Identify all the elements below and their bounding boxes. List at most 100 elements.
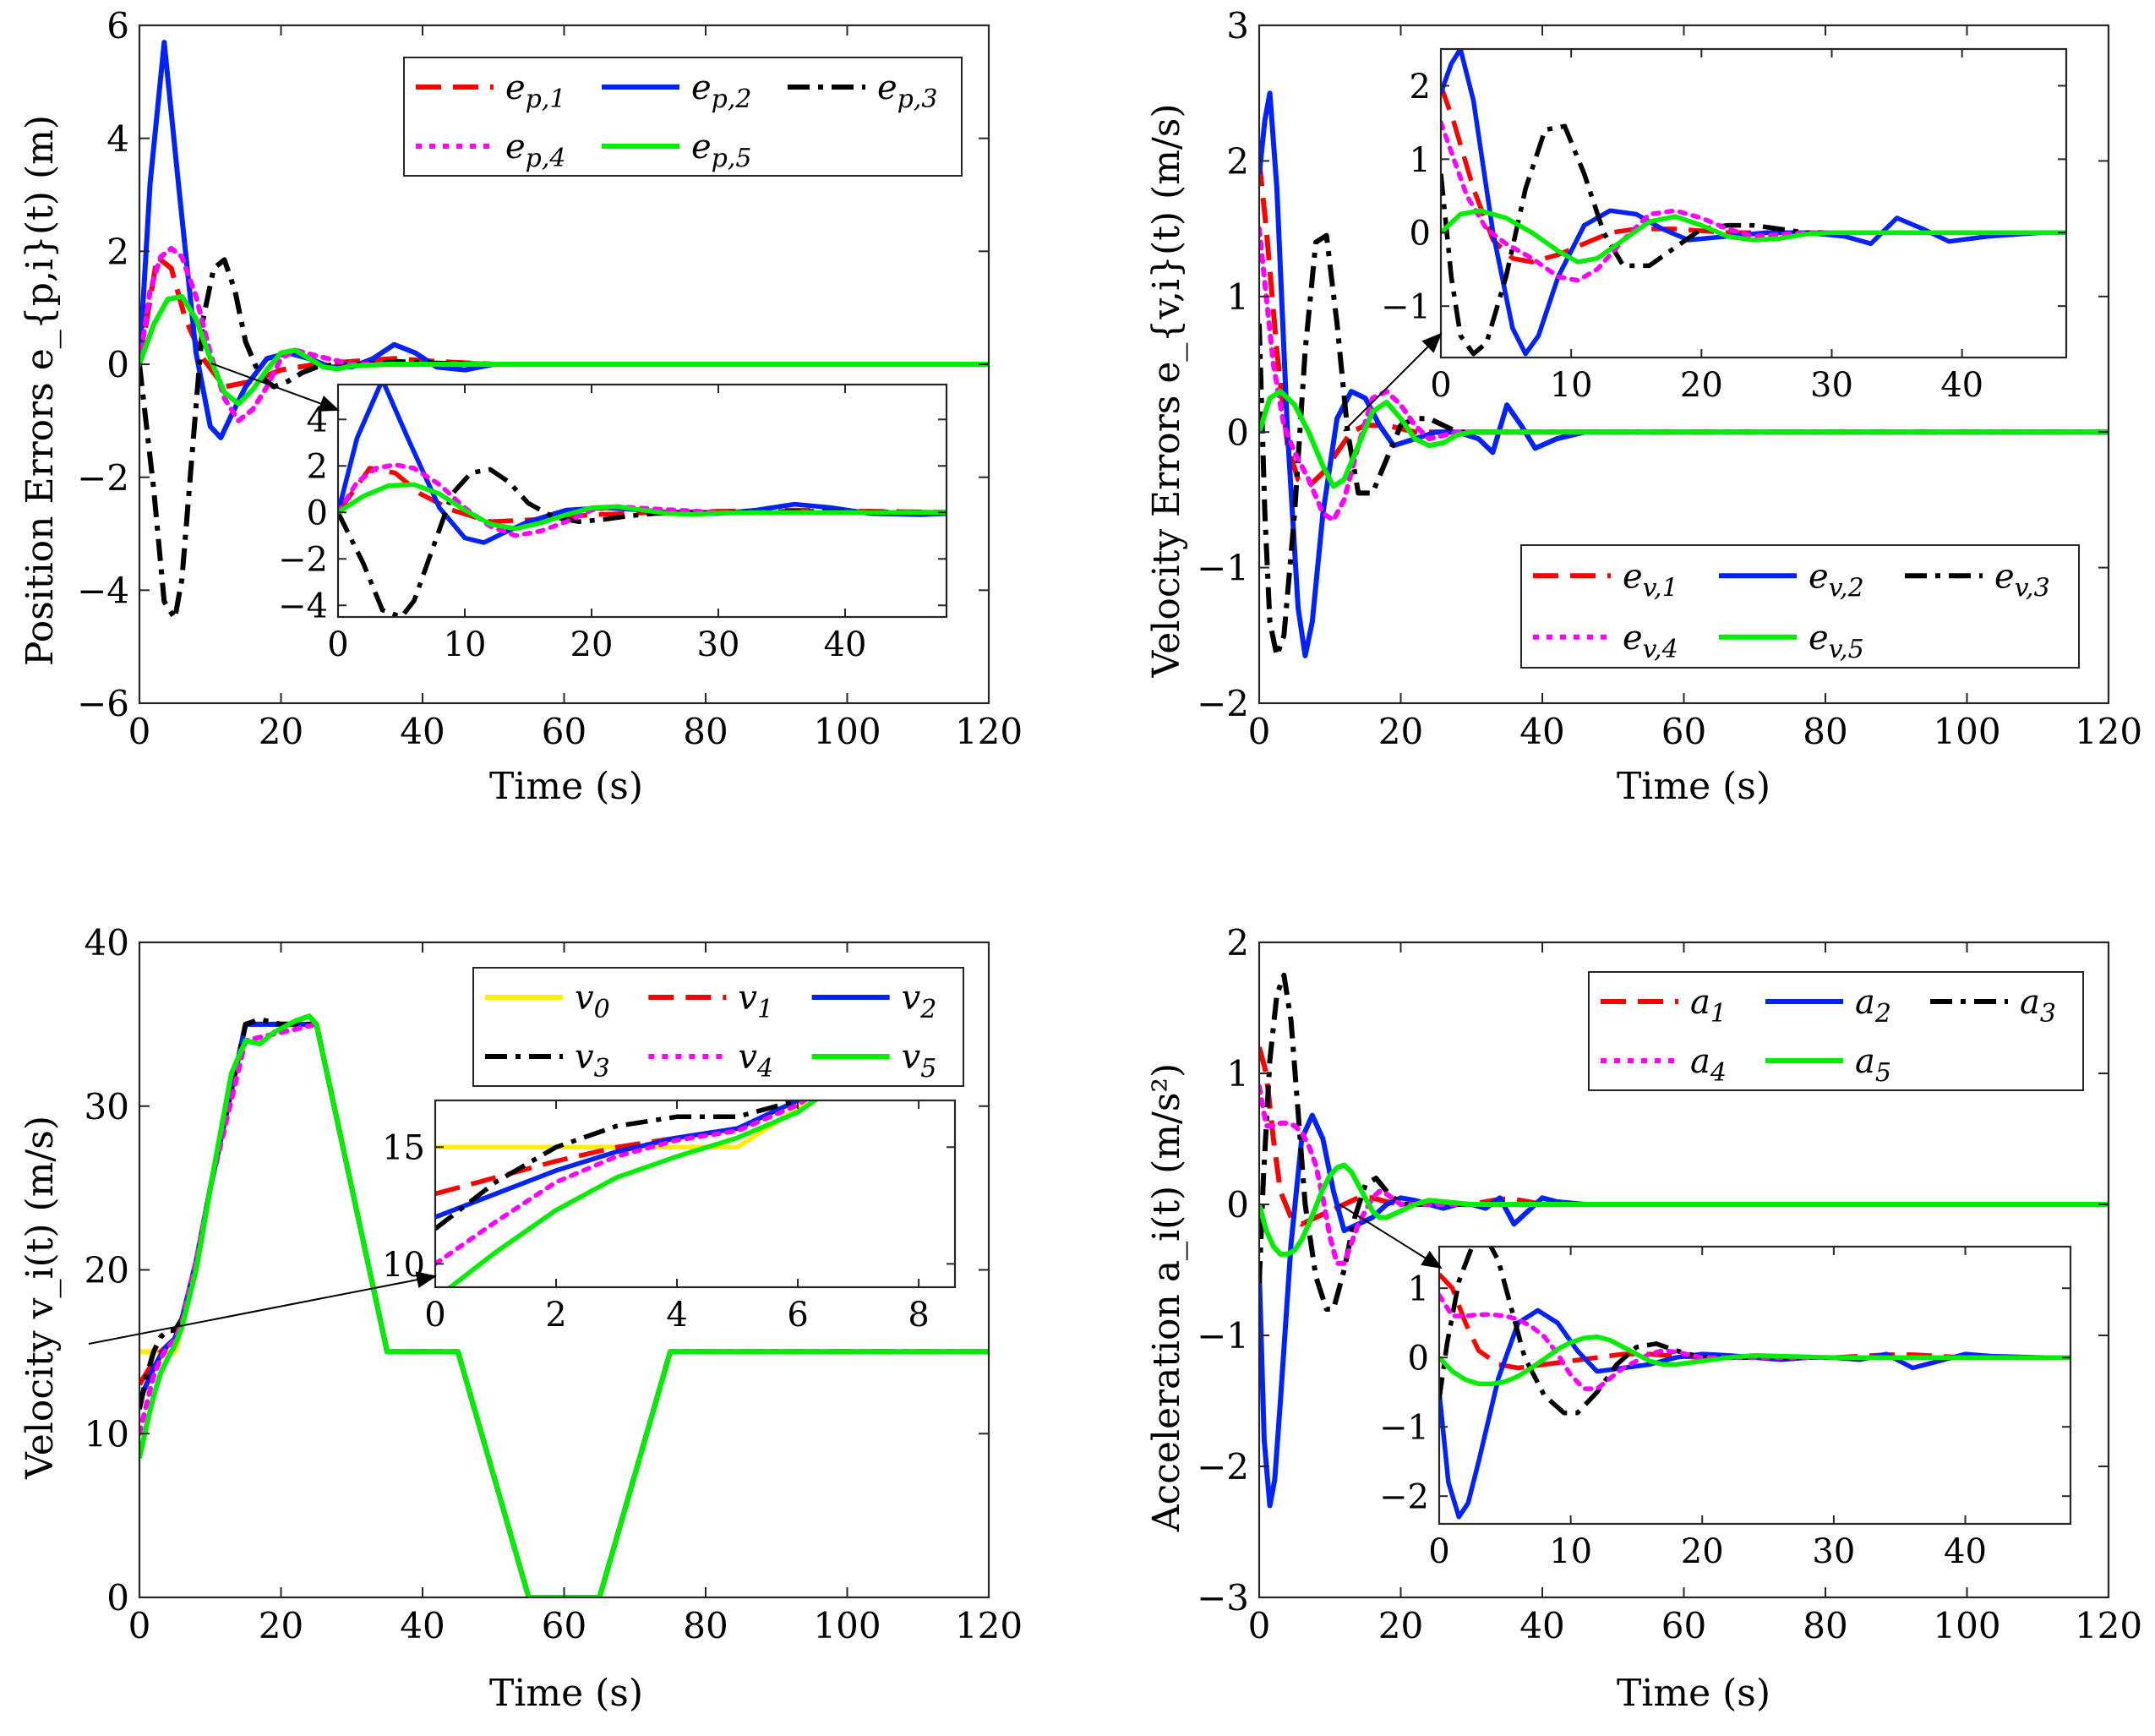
panel1-inset-series-5 bbox=[338, 482, 947, 532]
panel2-xtick-label: 0 bbox=[1248, 711, 1271, 752]
panel1-legend-label-3: ep,3 bbox=[877, 68, 938, 114]
panel3-xtick-label: 100 bbox=[813, 1605, 881, 1646]
panel2-xtick-label: 100 bbox=[1933, 711, 2000, 752]
panel3-series-4 bbox=[139, 1017, 989, 1597]
panel4-xtick-label: 120 bbox=[2075, 1605, 2142, 1646]
panel3-ytick-label: 0 bbox=[106, 1577, 129, 1619]
panel2-inset-xtick-label: 10 bbox=[1550, 366, 1593, 405]
panel1-ytick-label: −6 bbox=[77, 683, 129, 724]
panel4-inset-ytick-label: −1 bbox=[1379, 1409, 1429, 1448]
panel2-inset-xtick-label: 40 bbox=[1940, 366, 1983, 405]
panel3-legend: v0 v1 v2 v3 v4 v5 bbox=[472, 967, 964, 1087]
panel4-xtick-label: 40 bbox=[1519, 1605, 1564, 1646]
panel1-legend-label-4: ep,4 bbox=[505, 128, 566, 173]
panel3-legend-label-4: v3 bbox=[575, 1038, 610, 1084]
panel1-legend-label-5: ep,5 bbox=[691, 128, 752, 173]
panel4-ytick-label: −3 bbox=[1197, 1577, 1249, 1619]
panel2-inset-xtick-label: 0 bbox=[1430, 366, 1451, 405]
panel4-legend-label-4: a4 bbox=[1690, 1042, 1727, 1088]
panel4-inset-plot-area bbox=[1439, 1247, 2070, 1524]
panel1-inset-ytick-label: −4 bbox=[278, 587, 328, 626]
panel1-xtick-label: 40 bbox=[400, 711, 445, 752]
panel1-series-group bbox=[139, 40, 989, 621]
panel2-inset-xtick-label: 20 bbox=[1680, 366, 1723, 405]
panel3-legend-box bbox=[472, 967, 964, 1087]
panel3-xtick-label: 40 bbox=[400, 1605, 445, 1646]
panel2-ytick-label: 3 bbox=[1226, 5, 1249, 46]
panel1-xtick-label: 20 bbox=[259, 711, 303, 752]
panel4-ytick-label: −2 bbox=[1197, 1446, 1249, 1488]
panel1-ytick-label: 0 bbox=[106, 344, 129, 385]
ylabel-panel3: Velocity v_i(t) (m/s) bbox=[19, 1116, 62, 1480]
panel1-inset-ytick-label: 4 bbox=[307, 401, 328, 440]
panel3-inset-series-6 bbox=[446, 1100, 820, 1287]
panel4-inset-xtick-label: 0 bbox=[1428, 1532, 1449, 1571]
panel2-legend-label-5: ev,5 bbox=[1809, 619, 1864, 664]
panel1-series-3 bbox=[139, 257, 989, 621]
panel3-legend-label-5: v4 bbox=[738, 1038, 773, 1084]
panel1-inset-frame bbox=[336, 383, 948, 619]
panel4-inset-ytick-label: −2 bbox=[1379, 1478, 1429, 1517]
panel1-zoom-arrow bbox=[210, 363, 340, 412]
panel2-xtick-label: 60 bbox=[1661, 711, 1706, 752]
panel2-inset-frame bbox=[1439, 47, 2068, 359]
panel4-xtick-label: 100 bbox=[1933, 1605, 2000, 1646]
panel1-ytick-label: 4 bbox=[106, 118, 129, 160]
panel4-inset-xtick-label: 30 bbox=[1812, 1532, 1855, 1571]
panel2-legend-label-3: ev,3 bbox=[1994, 557, 2050, 603]
panel3-inset-series-group bbox=[435, 1100, 820, 1287]
panel3-inset-xtick-label: 2 bbox=[545, 1296, 566, 1335]
panel1-legend-label-2: ep,2 bbox=[691, 68, 752, 114]
panel3-legend-label-2: v1 bbox=[738, 979, 773, 1024]
panel1-xtick-label: 80 bbox=[683, 711, 728, 752]
panel4-ytick-label: 1 bbox=[1226, 1053, 1249, 1095]
panel1-xtick-label: 100 bbox=[813, 711, 881, 752]
panel3-inset-ytick-label: 15 bbox=[382, 1129, 425, 1168]
panel3-legend-label-3: v2 bbox=[902, 979, 937, 1024]
panel1-ytick-label: −2 bbox=[77, 457, 129, 499]
panel4-legend-label-2: a2 bbox=[1855, 983, 1891, 1029]
panel4-inset-xtick-label: 20 bbox=[1681, 1532, 1724, 1571]
panel1-inset-plot-area bbox=[338, 385, 947, 617]
panel3-legend-label-1: v0 bbox=[575, 979, 610, 1024]
panel1-ytick-label: 6 bbox=[106, 5, 129, 46]
ylabel-panel2: Velocity Errors e_{v,i}(t) (m/s) bbox=[1145, 103, 1188, 678]
panel4-xtick-label: 0 bbox=[1248, 1605, 1271, 1646]
panel1-legend-box bbox=[403, 57, 963, 177]
panel3-legend-label-6: v5 bbox=[902, 1038, 937, 1084]
panel1-legend: ep,1 ep,2 ep,3 ep,4 ep,5 bbox=[403, 57, 963, 177]
panel3-xtick-label: 20 bbox=[259, 1605, 303, 1646]
panel3-inset-frame bbox=[434, 1099, 957, 1289]
panel1-inset: 0 10 20 30 40 −4 −2 0 2 4 bbox=[278, 383, 948, 664]
panel4-inset-series-group bbox=[1439, 1247, 2070, 1520]
panel1-series-1 bbox=[139, 254, 989, 390]
panel2-ytick-label: 2 bbox=[1226, 141, 1249, 183]
panel1-series-5 bbox=[139, 293, 989, 407]
panel3-inset-xtick-label: 6 bbox=[787, 1296, 808, 1335]
panel4-inset-frame bbox=[1438, 1245, 2072, 1526]
panel3-ytick-label: 10 bbox=[85, 1413, 129, 1455]
panel4-legend-label-5: a5 bbox=[1855, 1042, 1891, 1088]
panel2-inset-series-group bbox=[1441, 49, 2066, 357]
panel4-xtick-label: 80 bbox=[1803, 1605, 1847, 1646]
panel2-legend-label-2: ev,2 bbox=[1809, 557, 1864, 603]
panel3-series-6 bbox=[139, 1013, 989, 1597]
panel2-legend: ev,1 ev,2 ev,3 ev,4 ev,5 bbox=[1520, 544, 2080, 669]
panel2-inset-ytick-label: −1 bbox=[1381, 288, 1431, 327]
panel2-ytick-label: −2 bbox=[1197, 683, 1249, 724]
panel4-legend-box bbox=[1588, 971, 2084, 1091]
panel4-series-group bbox=[1259, 972, 2109, 1509]
panel4-xtick-label: 60 bbox=[1661, 1605, 1706, 1646]
panel3-xtick-label: 120 bbox=[955, 1605, 1023, 1646]
panel4-inset-series-1 bbox=[1439, 1272, 2070, 1371]
panel3-series-5 bbox=[139, 1021, 989, 1597]
panel4-ytick-label: −1 bbox=[1197, 1315, 1249, 1357]
panel3-xtick-label: 60 bbox=[542, 1605, 586, 1646]
panel2-zoom-arrow bbox=[1343, 332, 1443, 432]
panel2-inset-plot-area bbox=[1441, 49, 2066, 358]
panel1-ytick-label: 2 bbox=[106, 231, 129, 272]
panel2-ytick-label: 0 bbox=[1226, 412, 1249, 453]
panel2-inset-xtick-label: 30 bbox=[1810, 366, 1853, 405]
panel4-ytick-label: 0 bbox=[1226, 1184, 1249, 1226]
